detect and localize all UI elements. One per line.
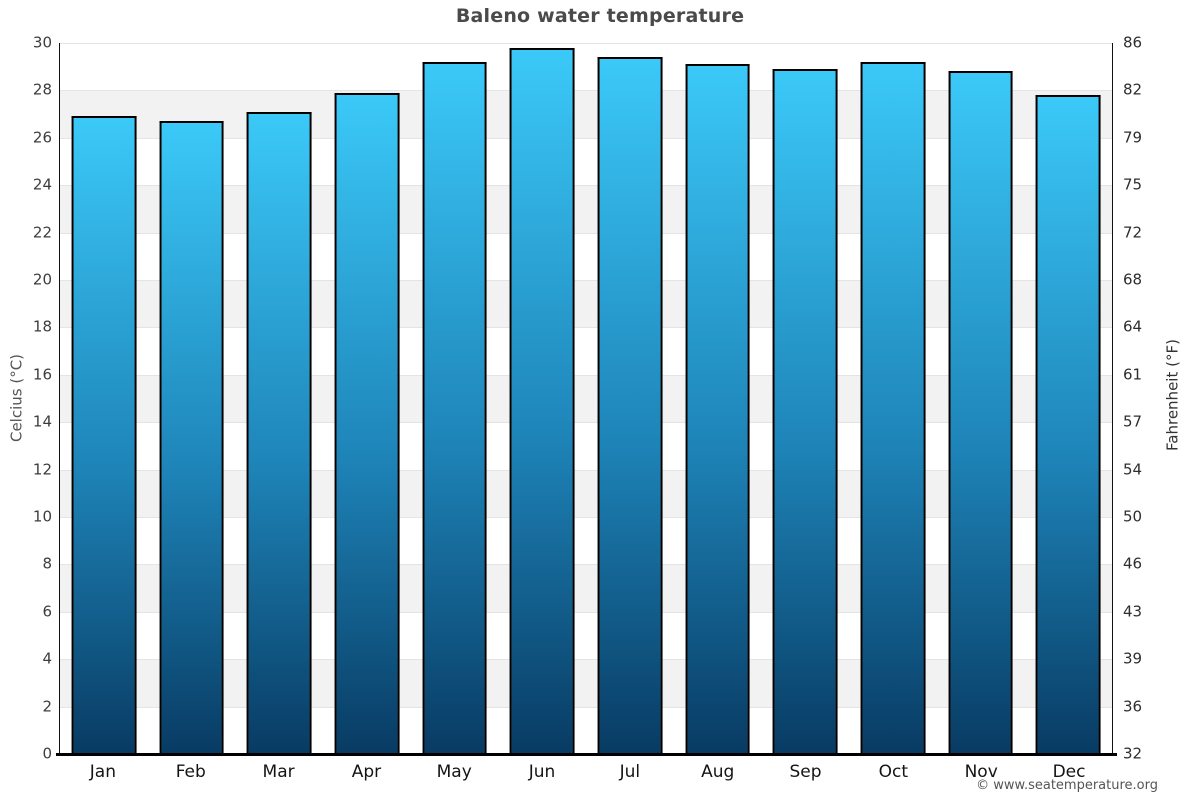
y-tick-celsius: 26: [32, 128, 52, 147]
bar-series: [60, 43, 1112, 754]
bar-dec: [1035, 95, 1101, 754]
y-tick-fahrenheit: 75: [1123, 175, 1143, 194]
bar-slot: [148, 43, 236, 754]
y-tick-celsius: 2: [42, 697, 52, 716]
bar-jun: [509, 47, 575, 754]
grid-band: [60, 469, 1112, 518]
y-tick-celsius: 24: [32, 175, 52, 194]
y-tick-fahrenheit: 68: [1123, 270, 1143, 289]
y-tick-fahrenheit: 36: [1123, 697, 1143, 716]
grid-band: [60, 327, 1112, 374]
y-axis-label-celsius: Celcius (°C): [7, 353, 26, 443]
y-tick-fahrenheit: 54: [1123, 460, 1143, 479]
y-tick-fahrenheit: 43: [1123, 602, 1143, 621]
y-tick-fahrenheit: 86: [1123, 33, 1143, 52]
bar-mar: [246, 111, 312, 754]
grid-band: [60, 232, 1112, 280]
y-tick-celsius: 20: [32, 270, 52, 289]
y-tick-fahrenheit: 82: [1123, 80, 1143, 99]
y-tick-celsius: 12: [32, 460, 52, 479]
x-tick-label: Jul: [619, 762, 641, 782]
copyright-watermark: © www.seatemperature.org: [976, 778, 1158, 793]
y-axis-label-fahrenheit: Fahrenheit (°F): [1163, 339, 1182, 451]
bar-slot: [586, 43, 674, 754]
x-tick-label: May: [436, 762, 472, 782]
bar-slot: [235, 43, 323, 754]
bar-slot: [1024, 43, 1112, 754]
bar-jan: [71, 116, 137, 754]
x-tick-label: Oct: [878, 762, 909, 782]
y-tick-celsius: 18: [32, 317, 52, 336]
grid-band: [60, 137, 1112, 185]
y-tick-fahrenheit: 39: [1123, 649, 1143, 668]
x-tick-label: Nov: [964, 762, 998, 782]
bar-slot: [674, 43, 762, 754]
x-tick-label: Jan: [89, 762, 117, 782]
bar-sep: [772, 69, 838, 754]
x-tick-label: Dec: [1052, 762, 1086, 782]
x-tick-label: Feb: [175, 762, 206, 782]
bar-slot: [60, 43, 148, 754]
x-axis-line: [56, 753, 1117, 756]
x-tick-label: Aug: [701, 762, 735, 782]
x-axis-ticks: Jan Feb Mar Apr May Jun Jul Aug Sep Oct Nov Dec: [59, 762, 1113, 782]
bar-apr: [334, 92, 400, 754]
y-tick-fahrenheit: 79: [1123, 128, 1143, 147]
grid-bands: [60, 43, 1112, 754]
bar-aug: [685, 64, 750, 754]
grid-band: [60, 280, 1112, 328]
grid-band: [60, 659, 1112, 707]
grid-band: [60, 611, 1112, 659]
y-tick-celsius: 30: [32, 33, 52, 52]
y-tick-fahrenheit: 57: [1123, 412, 1143, 431]
chart-title: Baleno water temperature: [455, 5, 745, 27]
y-tick-celsius: 6: [42, 602, 52, 621]
bar-slot: [411, 43, 499, 754]
x-tick-label: Apr: [351, 762, 382, 782]
x-tick-label: Sep: [789, 762, 822, 782]
bar-oct: [860, 61, 926, 754]
bar-slot: [937, 43, 1025, 754]
x-tick-label: Mar: [262, 762, 295, 782]
grid-band: [60, 90, 1112, 138]
grid-band: [60, 564, 1112, 612]
y-tick-celsius: 14: [32, 412, 52, 431]
grid-band: [60, 422, 1112, 469]
y-tick-fahrenheit: 64: [1123, 317, 1143, 336]
bar-slot: [849, 43, 937, 754]
grid-band: [60, 43, 1112, 90]
bar-may: [422, 61, 487, 754]
bar-jul: [597, 57, 663, 754]
y-tick-celsius: 0: [42, 744, 52, 763]
grid-band: [60, 517, 1112, 564]
y-tick-fahrenheit: 32: [1123, 744, 1143, 763]
grid-band: [60, 706, 1112, 754]
y-tick-celsius: 4: [42, 649, 52, 668]
grid-band: [60, 374, 1112, 423]
plot-area: [59, 43, 1113, 754]
y-tick-fahrenheit: 61: [1123, 365, 1143, 384]
y-tick-fahrenheit: 50: [1123, 507, 1143, 526]
y-tick-celsius: 8: [42, 554, 52, 573]
y-tick-fahrenheit: 46: [1123, 554, 1143, 573]
bar-slot: [761, 43, 849, 754]
bar-nov: [948, 71, 1013, 754]
bar-feb: [159, 121, 224, 754]
bar-slot: [323, 43, 411, 754]
y-tick-celsius: 16: [32, 365, 52, 384]
y-tick-celsius: 10: [32, 507, 52, 526]
x-tick-label: Jun: [528, 762, 556, 782]
grid-band: [60, 185, 1112, 233]
y-tick-fahrenheit: 72: [1123, 223, 1143, 242]
y-tick-celsius: 28: [32, 80, 52, 99]
y-tick-celsius: 22: [32, 223, 52, 242]
bar-slot: [498, 43, 586, 754]
